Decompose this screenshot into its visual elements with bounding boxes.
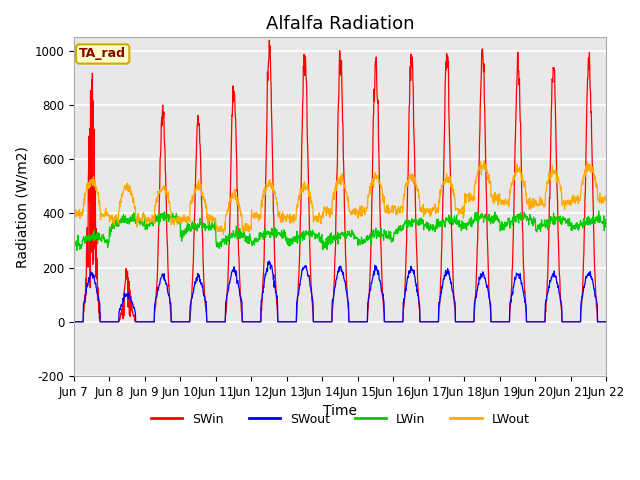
LWin (423, 225, 431, 231)
SWout (540, 319, 547, 324)
SWin (70, 319, 77, 324)
SWin (540, 319, 547, 324)
SWin (603, 319, 611, 324)
LWin (603, 220, 611, 226)
Line: LWout: LWout (74, 161, 607, 235)
LWout (175, 214, 183, 220)
LWin (248, 243, 256, 249)
Y-axis label: Radiation (W/m2): Radiation (W/m2) (15, 146, 29, 267)
SWout (493, 319, 500, 324)
LWout (481, 158, 488, 164)
LWin (189, 223, 196, 229)
LWout (189, 192, 196, 198)
X-axis label: Time: Time (323, 404, 357, 418)
Line: LWin: LWin (74, 211, 607, 251)
LWout (540, 204, 548, 209)
LWin (595, 208, 602, 214)
LWin (540, 222, 547, 228)
SWout (248, 319, 256, 324)
SWin (189, 279, 196, 285)
LWout (70, 209, 77, 215)
SWout (266, 258, 273, 264)
SWin (493, 319, 500, 324)
LWin (176, 215, 184, 221)
Text: TA_rad: TA_rad (79, 48, 126, 60)
SWout (423, 319, 431, 324)
SWout (70, 319, 77, 324)
SWout (189, 294, 196, 300)
Line: SWin: SWin (74, 40, 607, 322)
LWin (493, 216, 500, 222)
Legend: SWin, SWout, LWin, LWout: SWin, SWout, LWin, LWout (146, 408, 534, 431)
LWout (423, 206, 431, 212)
SWin (423, 319, 431, 324)
LWin (73, 248, 81, 253)
SWout (175, 319, 183, 324)
SWout (603, 319, 611, 324)
Title: Alfalfa Radiation: Alfalfa Radiation (266, 15, 415, 33)
Line: SWout: SWout (74, 261, 607, 322)
SWin (266, 37, 273, 43)
LWout (220, 232, 227, 238)
SWin (175, 319, 183, 324)
LWout (493, 193, 500, 199)
LWin (70, 245, 77, 251)
SWin (248, 319, 256, 324)
LWout (248, 212, 256, 218)
LWout (603, 202, 611, 208)
